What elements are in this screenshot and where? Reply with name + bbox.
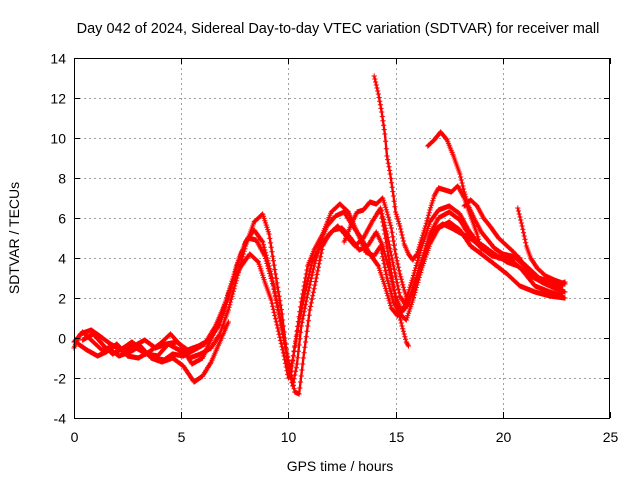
series-markers: [425, 129, 523, 261]
series-track-j: [461, 197, 568, 287]
series-markers: [461, 197, 568, 287]
axis-ticks: 0 5 10 15 20 25 -4 -2 0 2 4 6 8 10 12 14: [50, 51, 618, 446]
y-tick-label: 12: [50, 91, 66, 107]
series-markers: [378, 207, 412, 349]
series-track-d: [80, 221, 566, 381]
y-tick-label: -4: [54, 411, 67, 427]
data-points: [71, 73, 568, 397]
plot-frame: [74, 58, 610, 419]
y-axis-title: SDTVAR / TECUs: [6, 182, 22, 294]
x-tick-label: 5: [178, 429, 186, 445]
y-tick-label: 8: [58, 171, 66, 187]
y-tick-label: -2: [54, 371, 67, 387]
series-line: [72, 204, 564, 388]
series-markers: [515, 205, 568, 287]
x-tick-label: 15: [389, 429, 405, 445]
x-tick-label: 10: [281, 429, 297, 445]
series-track-k: [341, 195, 412, 305]
series-track-g: [378, 207, 412, 349]
series-track-e: [105, 319, 231, 385]
chart-title: Day 042 of 2024, Sidereal Day-to-day VTE…: [77, 21, 600, 37]
x-tick-label: 0: [71, 429, 79, 445]
y-tick-label: 6: [58, 211, 66, 227]
y-tick-label: 10: [50, 131, 66, 147]
series-line: [73, 206, 566, 396]
y-tick-label: 2: [58, 291, 66, 307]
series-track-i: [515, 205, 568, 287]
y-tick-label: 0: [58, 331, 66, 347]
x-axis-title: GPS time / hours: [287, 458, 394, 474]
x-tick-label: 20: [496, 429, 512, 445]
y-tick-label: 14: [50, 51, 66, 67]
series-markers: [105, 319, 231, 385]
series-track-h: [425, 129, 523, 261]
y-tick-label: 4: [58, 251, 66, 267]
grid: [74, 58, 610, 418]
series-markers: [341, 195, 412, 305]
x-tick-label: 25: [603, 429, 619, 445]
series-markers: [80, 221, 566, 381]
